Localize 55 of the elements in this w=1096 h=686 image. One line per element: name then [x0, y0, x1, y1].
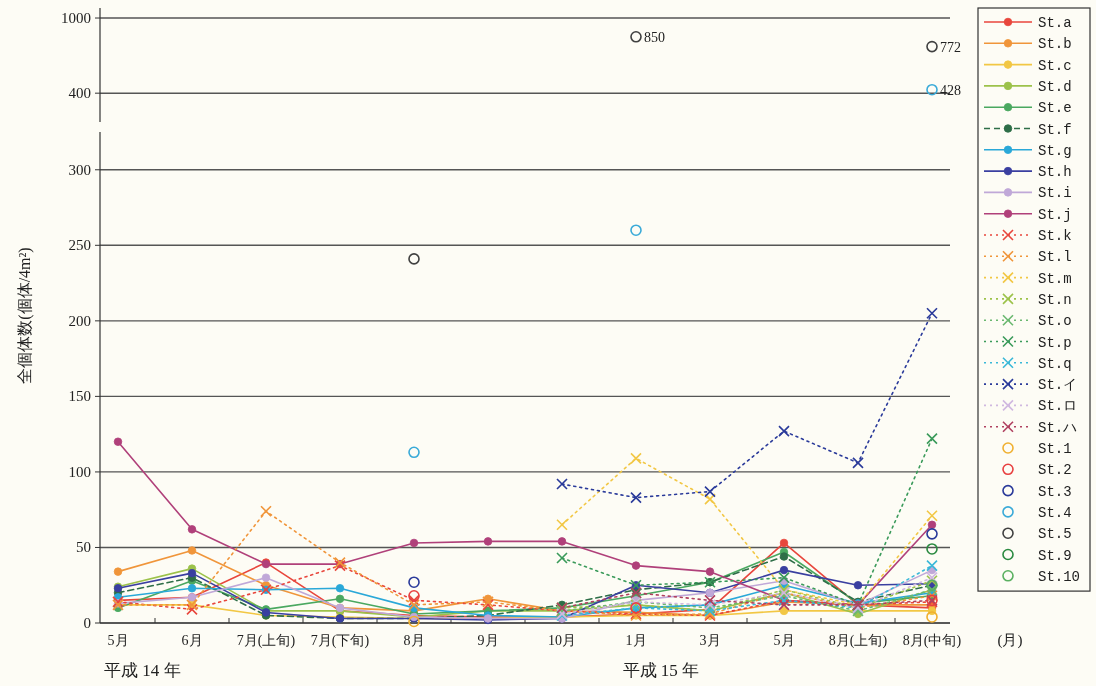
legend-label: St.9 [1038, 547, 1072, 564]
legend-label: St.3 [1038, 483, 1072, 500]
data-label: 772 [940, 39, 961, 55]
legend-label: St.e [1038, 100, 1072, 117]
y-tick-label: 400 [68, 85, 91, 102]
data-label: 428 [940, 82, 961, 98]
legend-label: St.ロ [1038, 398, 1078, 415]
x-tick-label: 5月 [107, 633, 129, 648]
legend-label: St.o [1038, 313, 1072, 330]
x-tick-label: 6月 [181, 633, 203, 648]
legend-label: St.ハ [1038, 419, 1078, 436]
legend-label: St.5 [1038, 526, 1072, 543]
text: 平成 15 年 [622, 661, 699, 680]
y-axis-title: 全個体数(個体/4m²) [16, 247, 34, 384]
x-tick-label: 7月(下旬) [310, 633, 370, 649]
legend-label: St.l [1038, 249, 1072, 266]
legend-label: St.a [1038, 15, 1072, 31]
legend-label: St.k [1038, 228, 1072, 244]
legend-label: St.b [1038, 36, 1072, 53]
y-tick-label: 0 [83, 615, 91, 631]
legend-label: St.p [1038, 334, 1072, 351]
x-tick-label: 5月 [773, 633, 795, 648]
legend-label: St.10 [1038, 568, 1081, 585]
y-tick-label: 300 [68, 161, 91, 178]
legend-label: St.g [1038, 142, 1072, 159]
text: 平成 14 年 [104, 661, 181, 680]
legend-label: St.c [1038, 57, 1072, 74]
x-tick-label: 9月 [477, 633, 499, 648]
legend-label: St.2 [1038, 462, 1072, 479]
x-tick-label: 1月 [625, 633, 647, 648]
x-tick-label: 3月 [699, 633, 721, 648]
y-tick-label: 1000 [61, 10, 91, 27]
legend-label: St.j [1038, 206, 1072, 223]
legend-label: St.i [1038, 185, 1072, 202]
legend-label: St.h [1038, 164, 1072, 181]
x-axis-title: (月) [997, 632, 1023, 649]
y-tick-label: 100 [68, 463, 91, 480]
y-tick-label: 250 [68, 237, 91, 254]
legend-label: St.d [1038, 78, 1072, 95]
legend-label: St.m [1038, 270, 1072, 287]
y-tick-label: 150 [68, 388, 91, 405]
x-tick-label: 7月(上旬) [236, 633, 296, 649]
legend-label: St.q [1038, 355, 1072, 372]
legend-label: St.f [1038, 121, 1072, 138]
legend-label: St.イ [1038, 377, 1078, 394]
x-tick-label: 8月(上旬) [828, 633, 888, 649]
legend-label: St.1 [1038, 441, 1072, 457]
x-tick-label: 10月 [548, 633, 576, 648]
x-tick-label: 8月(中旬) [902, 633, 962, 649]
y-tick-label: 200 [68, 312, 91, 329]
x-tick-label: 8月 [403, 633, 425, 648]
legend-label: St.4 [1038, 504, 1072, 521]
legend-label: St.n [1038, 291, 1072, 308]
y-tick-label: 50 [76, 539, 91, 556]
data-label: 850 [644, 29, 665, 45]
